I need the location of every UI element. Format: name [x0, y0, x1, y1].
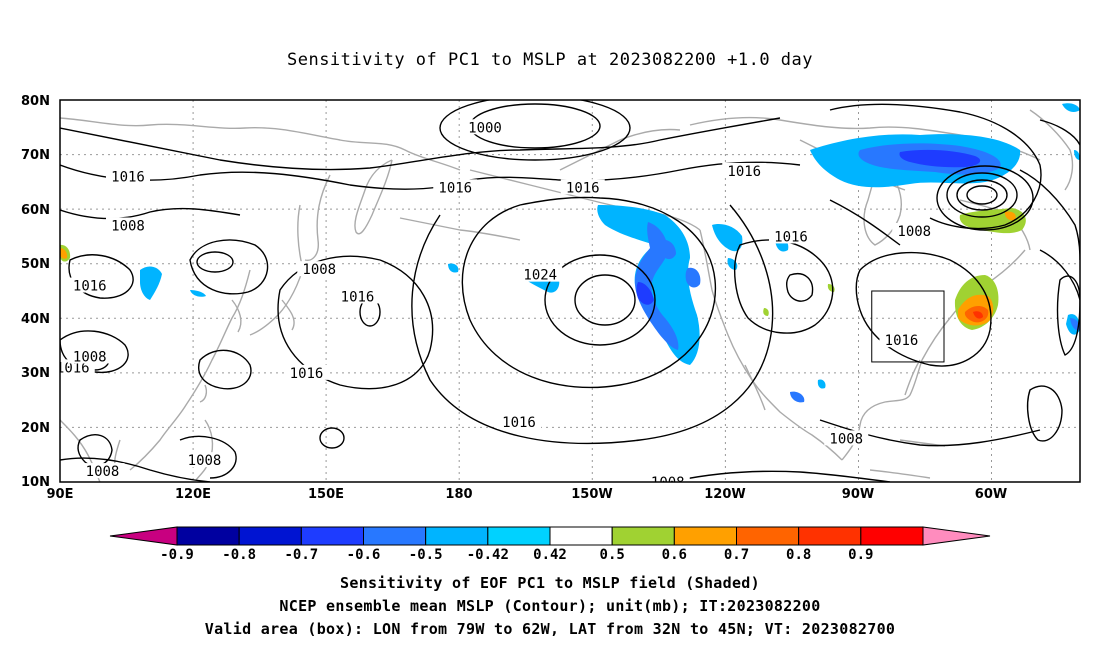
contour-label: 1008	[188, 453, 222, 469]
footer-line-2: NCEP ensemble mean MSLP (Contour); unit(…	[279, 597, 821, 615]
contour-label-bg	[560, 179, 605, 195]
lat-label: 20N	[21, 421, 50, 436]
contour-label-bg	[645, 474, 690, 482]
contour-label: 1008	[302, 262, 336, 278]
lat-label: 30N	[21, 366, 50, 381]
colorbar-label: -0.9	[160, 547, 194, 563]
lon-label: 90E	[47, 487, 74, 502]
contour-label-bg	[769, 228, 813, 244]
colorbar-label: 0.8	[786, 547, 811, 563]
lon-axis: 90E 120E 150E 180 150W 120W 90W 60W	[47, 487, 1008, 502]
lon-label: 180	[445, 487, 472, 502]
contour-label: 1016	[774, 229, 808, 245]
contour-label: 1008	[73, 349, 107, 365]
contour-label: 1008	[897, 224, 931, 240]
contour-label-bg	[335, 288, 380, 304]
colorbar-swatch	[238, 526, 302, 546]
colorbar-label: -0.42	[467, 547, 509, 563]
lat-label: 10N	[21, 475, 50, 490]
colorbar-label: 0.9	[848, 547, 873, 563]
contour-label: 1016	[727, 164, 761, 180]
contour-label-bg	[433, 179, 478, 195]
shaded-sensitivity	[60, 103, 1080, 403]
lon-label: 90W	[842, 487, 874, 502]
contour-label: 1008	[111, 219, 145, 235]
contour-label: 1016	[885, 333, 919, 349]
footer-line-3: Valid area (box): LON from 79W to 62W, L…	[204, 620, 896, 638]
colorbar-swatch	[736, 526, 800, 546]
contour-label-bg	[892, 222, 937, 238]
map-grid	[60, 100, 1080, 482]
contour-label-bg	[463, 119, 507, 135]
contour-label: 1016	[56, 360, 90, 376]
page-title: Sensitivity of PC1 to MSLP at 2023082200…	[286, 50, 813, 70]
colorbar-swatch	[363, 526, 427, 546]
colorbar-label: -0.5	[409, 547, 443, 563]
footer-line-1: Sensitivity of EOF PC1 to MSLP field (Sh…	[340, 574, 760, 592]
contour-label-bg	[297, 261, 342, 277]
contour-label-bg	[879, 332, 924, 348]
contour-label-bg	[182, 452, 227, 468]
contour-label-bg	[106, 168, 150, 184]
lon-label: 60W	[975, 487, 1007, 502]
contour-label-bg	[497, 413, 541, 429]
contour-label: 1016	[341, 289, 375, 305]
lat-label: 80N	[21, 94, 50, 109]
contour-label-bg	[518, 266, 563, 282]
colorbar-swatch	[109, 526, 178, 546]
lat-label: 60N	[21, 203, 50, 218]
contour-label: 1016	[111, 169, 145, 185]
colorbar-swatch	[176, 526, 240, 546]
colorbar-label: 0.7	[724, 547, 749, 563]
colorbar-swatch	[922, 526, 991, 546]
colorbar-swatch	[611, 526, 675, 546]
colorbar-label: -0.7	[284, 547, 318, 563]
contour-label: 1016	[502, 415, 536, 431]
lon-label: 150E	[308, 487, 344, 502]
map-border	[59, 99, 1081, 483]
contour-label-bg	[67, 277, 112, 293]
contour-label: 1008	[829, 431, 863, 447]
lon-label: 120W	[704, 487, 745, 502]
colorbar-label: 0.5	[600, 547, 625, 563]
contour-label: 1024	[523, 268, 557, 284]
contour-label-bg	[67, 348, 112, 364]
contour-label: 1016	[73, 279, 107, 295]
contour-label-bg	[722, 162, 767, 178]
valid-area-box	[871, 290, 945, 363]
colorbar-swatch	[487, 526, 551, 546]
colorbar-label: 0.42	[533, 547, 567, 563]
contour-label: 1008	[86, 464, 120, 480]
contour-label-bg	[284, 364, 329, 380]
colorbar-swatch	[300, 526, 365, 546]
lon-label: 150W	[571, 487, 612, 502]
contour-label: 1000	[468, 120, 502, 136]
colorbar-swatch	[425, 526, 489, 546]
colorbar-swatch	[860, 526, 924, 546]
contour-label: 1016	[438, 180, 472, 196]
contour-label: 1008	[651, 475, 685, 491]
lat-label: 40N	[21, 312, 50, 327]
contour-label-bg	[106, 217, 150, 233]
contour-label-bg	[824, 430, 869, 446]
colorbar-swatch	[798, 526, 862, 546]
lat-axis: 80N 70N 60N 50N 40N 30N 20N 10N	[21, 94, 50, 490]
colorbar-label: 0.6	[662, 547, 687, 563]
colorbar-swatch	[673, 526, 737, 546]
colorbar: -0.9 -0.8 -0.7 -0.6 -0.5 -0.42 0.42 0.5 0.6 0.7 0.…	[109, 526, 991, 563]
colorbar-label: -0.6	[347, 547, 381, 563]
lat-label: 70N	[21, 148, 50, 163]
colorbar-label: -0.8	[222, 547, 256, 563]
lon-label: 120E	[175, 487, 211, 502]
contour-label: 1016	[290, 366, 324, 382]
contour-label: 1016	[566, 180, 600, 196]
colorbar-swatch	[549, 526, 613, 546]
contour-label-bg	[80, 463, 125, 479]
lat-label: 50N	[21, 257, 50, 272]
